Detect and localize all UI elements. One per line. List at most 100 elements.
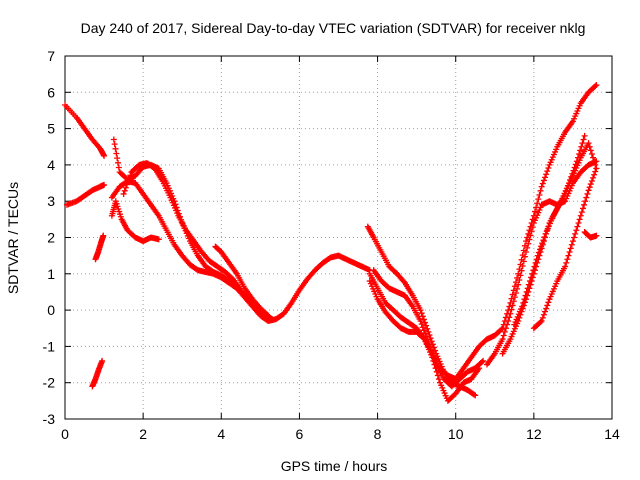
data-point	[568, 173, 575, 180]
data-point	[520, 299, 527, 306]
y-tick-label: 5	[47, 121, 55, 137]
y-axis-label: SDTVAR / TECUs	[5, 182, 21, 294]
axis-ticks	[64, 55, 613, 420]
data-point	[537, 187, 544, 194]
data-point	[544, 168, 551, 175]
data-point	[578, 209, 585, 216]
data-point	[545, 165, 552, 172]
data-point	[422, 319, 429, 326]
data-point	[127, 172, 134, 179]
series-trace-m	[366, 270, 459, 383]
data-point	[476, 365, 483, 372]
data-point	[111, 141, 118, 148]
data-point	[428, 338, 435, 345]
series-trace-q	[511, 132, 588, 328]
data-point	[99, 357, 106, 364]
data-point	[545, 299, 552, 306]
data-point	[571, 234, 578, 241]
data-point	[543, 171, 550, 178]
data-point	[120, 190, 127, 197]
x-tick-label: 8	[374, 426, 382, 442]
data-point	[478, 358, 485, 365]
data-point	[586, 143, 593, 150]
data-point	[515, 281, 522, 288]
data-point	[588, 151, 595, 158]
data-point	[518, 267, 525, 274]
series-trace-r	[530, 165, 600, 332]
data-point	[587, 181, 594, 188]
data-point	[430, 344, 437, 351]
grid	[65, 56, 612, 419]
data-point	[155, 236, 162, 243]
data-point	[524, 244, 531, 251]
data-point	[400, 278, 407, 285]
data-point	[536, 191, 543, 198]
data-point	[568, 241, 575, 248]
data-point	[499, 336, 506, 343]
data-point	[522, 292, 529, 299]
data-point	[113, 150, 120, 157]
data-point	[542, 308, 549, 315]
x-tick-label: 12	[526, 426, 542, 442]
data-point	[592, 83, 599, 90]
data-point	[424, 325, 431, 332]
data-point	[537, 319, 544, 326]
data-point	[501, 328, 508, 335]
data-point	[426, 331, 433, 338]
data-point	[593, 82, 600, 89]
data-point	[590, 174, 597, 181]
y-tick-label: 0	[47, 302, 55, 318]
data-point	[433, 368, 440, 375]
x-tick-label: 6	[296, 426, 304, 442]
data-point	[573, 158, 580, 165]
data-point	[541, 233, 548, 240]
data-point	[540, 311, 547, 318]
data-point	[581, 132, 588, 139]
data-point	[498, 326, 505, 333]
data-point	[480, 357, 487, 364]
data-point	[532, 259, 539, 266]
series-layer	[62, 82, 600, 404]
data-point	[535, 196, 542, 203]
data-point	[502, 325, 509, 332]
data-point	[512, 289, 519, 296]
data-point	[517, 272, 524, 279]
series-trace-a	[62, 102, 108, 159]
data-point	[511, 294, 518, 301]
data-point	[508, 306, 515, 313]
data-point	[505, 317, 512, 324]
data-point	[427, 335, 434, 342]
data-point	[580, 136, 587, 143]
data-point	[565, 252, 572, 259]
data-point	[526, 278, 533, 285]
data-point	[115, 159, 122, 166]
y-tick-label: 7	[47, 48, 55, 64]
data-point	[577, 147, 584, 154]
data-point	[435, 376, 442, 383]
data-point	[583, 194, 590, 201]
data-point	[575, 219, 582, 226]
data-point	[582, 198, 589, 205]
data-point	[576, 216, 583, 223]
data-point	[516, 277, 523, 284]
series-trace-b	[63, 181, 108, 208]
y-tick-label: 4	[47, 157, 55, 173]
data-point	[425, 328, 432, 335]
data-point	[567, 245, 574, 252]
data-point	[579, 205, 586, 212]
data-point	[523, 288, 530, 295]
data-point	[585, 187, 592, 194]
data-point	[590, 154, 597, 161]
data-point	[122, 184, 129, 191]
data-point	[592, 161, 599, 168]
data-point	[592, 168, 599, 175]
x-tick-label: 14	[604, 426, 620, 442]
data-point	[527, 232, 534, 239]
data-point	[434, 372, 441, 379]
data-point	[566, 180, 573, 187]
series-trace-n	[452, 82, 600, 383]
data-point	[533, 256, 540, 263]
data-point	[115, 164, 122, 171]
data-point	[574, 223, 581, 230]
data-point	[521, 296, 528, 303]
